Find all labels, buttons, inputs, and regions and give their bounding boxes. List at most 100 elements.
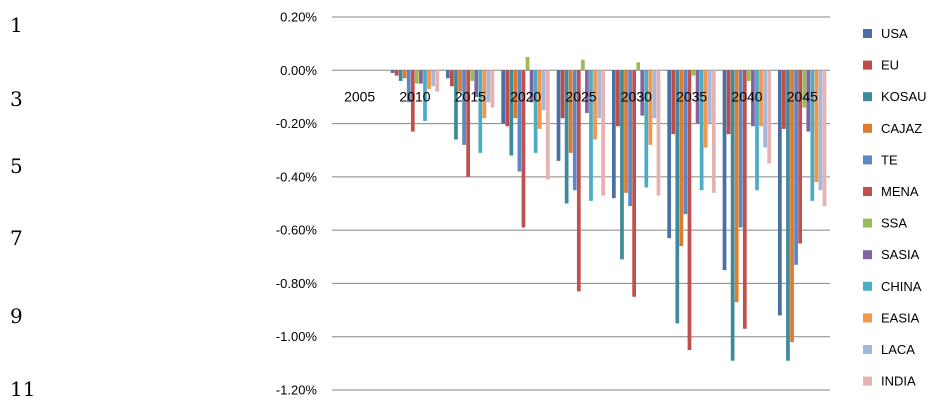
- x-category-label: 2045: [787, 88, 818, 104]
- legend-label: CAJAZ: [881, 121, 922, 136]
- bar-kosau-2040: [730, 70, 735, 361]
- bar-cajaz-2015: [458, 70, 462, 92]
- bar-ssa-2010: [415, 70, 419, 84]
- legend-swatch: [863, 250, 872, 260]
- legend-label: MENA: [881, 184, 919, 199]
- bar-india-2040: [767, 70, 772, 164]
- bar-cajaz-2040: [734, 70, 739, 303]
- x-category-label: 2040: [731, 88, 762, 104]
- bar-kosau-2030: [620, 70, 624, 260]
- bar-sasia-2035: [695, 70, 700, 124]
- bar-eu-2030: [616, 70, 620, 127]
- bar-sasia-2015: [474, 70, 479, 97]
- bar-india-2035: [711, 70, 716, 193]
- x-category-label: 2020: [510, 88, 541, 104]
- legend-label: SASIA: [881, 247, 920, 262]
- bar-sasia-2030: [640, 70, 645, 116]
- y-tick-label: -1.00%: [276, 329, 318, 344]
- y-axis-tick-labels: 0.20% 0.00% -0.20% -0.40% -0.60% -0.80% -1.00%…: [276, 10, 318, 398]
- bar-easia-2045: [814, 70, 819, 183]
- bar-te-2040: [738, 70, 743, 228]
- y-tick-label: -0.80%: [276, 276, 318, 291]
- bar-cajaz-2020: [513, 70, 518, 119]
- bar-te-2045: [794, 70, 798, 265]
- line-number: 1: [10, 13, 23, 37]
- bar-mena-2035: [687, 70, 692, 351]
- bar-sasia-2045: [806, 70, 811, 132]
- bar-laca-2025: [597, 70, 601, 119]
- bar-cajaz-2025: [568, 70, 573, 153]
- bar-cajaz-2010: [402, 70, 407, 79]
- legend-swatch: [863, 60, 872, 70]
- bar-kosau-2010: [398, 70, 403, 81]
- bar-eu-2035: [671, 70, 676, 135]
- bar-easia-2020: [537, 70, 542, 129]
- bar-china-2040: [755, 70, 759, 191]
- bar-ssa-2025: [581, 59, 585, 71]
- legend-label: EASIA: [881, 310, 920, 325]
- bar-mena-2015: [466, 70, 471, 177]
- y-tick-label: -0.40%: [276, 169, 318, 184]
- x-category-label: 2005: [344, 88, 375, 104]
- bar-usa-2025: [556, 70, 561, 161]
- bar-eu-2045: [782, 70, 786, 129]
- legend-label: EU: [881, 58, 899, 73]
- bar-china-2010: [423, 70, 427, 121]
- bar-te-2010: [406, 70, 411, 103]
- bar-usa-2035: [667, 70, 672, 239]
- y-tick-label: 0.20%: [280, 10, 317, 25]
- bar-laca-2015: [486, 70, 491, 103]
- bar-te-2020: [517, 70, 522, 172]
- legend-swatch: [863, 187, 872, 196]
- bar-eu-2015: [450, 70, 454, 87]
- legend-swatch: [863, 155, 872, 165]
- bar-laca-2010: [431, 70, 435, 87]
- bar-laca-2035: [707, 70, 712, 124]
- bar-laca-2040: [763, 70, 767, 148]
- bar-china-2035: [699, 70, 704, 191]
- bar-easia-2030: [648, 70, 653, 145]
- line-number: 9: [10, 304, 23, 328]
- bar-usa-2020: [501, 70, 506, 124]
- bar-te-2035: [683, 70, 688, 215]
- bar-ssa-2030: [636, 62, 641, 71]
- bar-usa-2045: [777, 70, 782, 316]
- legend: USA EU KOSAU CAJAZ TE MENA SSA SASIA CHINA EASIA L…: [863, 26, 927, 389]
- bar-eu-2040: [726, 70, 731, 135]
- bar-easia-2025: [593, 70, 597, 140]
- y-tick-label: -0.60%: [276, 223, 318, 238]
- bar-laca-2045: [818, 70, 823, 191]
- bar-india-2025: [601, 70, 606, 196]
- bar-eu-2020: [505, 70, 510, 127]
- legend-label: USA: [881, 26, 908, 41]
- legend-swatch: [863, 92, 872, 102]
- bar-usa-2030: [611, 70, 616, 199]
- bar-sasia-2010: [419, 70, 423, 84]
- line-numbers: 1 3 5 7 9 11: [10, 13, 35, 401]
- bar-sasia-2025: [585, 70, 589, 113]
- bar-ssa-2020: [525, 56, 530, 71]
- bar-mena-2010: [410, 70, 415, 132]
- bar-india-2015: [490, 70, 495, 108]
- line-number: 7: [10, 226, 23, 250]
- bar-easia-2035: [703, 70, 708, 148]
- gridlines: [332, 16, 830, 391]
- bar-usa-2040: [722, 70, 727, 271]
- bar-series: [390, 56, 827, 361]
- bar-easia-2010: [427, 70, 431, 89]
- bar-china-2020: [533, 70, 538, 153]
- x-category-label: 2025: [565, 88, 596, 104]
- bar-ssa-2045: [802, 70, 807, 108]
- x-category-labels: 2005 2010 2015 2020 2025 2030 2035 2040 2045: [344, 88, 818, 104]
- legend-label: TE: [881, 152, 898, 167]
- bar-mena-2025: [576, 70, 581, 292]
- y-tick-label: -0.20%: [276, 116, 318, 131]
- bar-easia-2040: [759, 70, 763, 127]
- bar-kosau-2020: [509, 70, 514, 156]
- y-tick-label: 0.00%: [280, 63, 317, 78]
- bar-mena-2020: [521, 70, 526, 228]
- bar-india-2010: [435, 70, 440, 92]
- bar-laca-2030: [652, 70, 657, 119]
- bar-china-2015: [478, 70, 483, 153]
- bar-easia-2015: [482, 70, 487, 119]
